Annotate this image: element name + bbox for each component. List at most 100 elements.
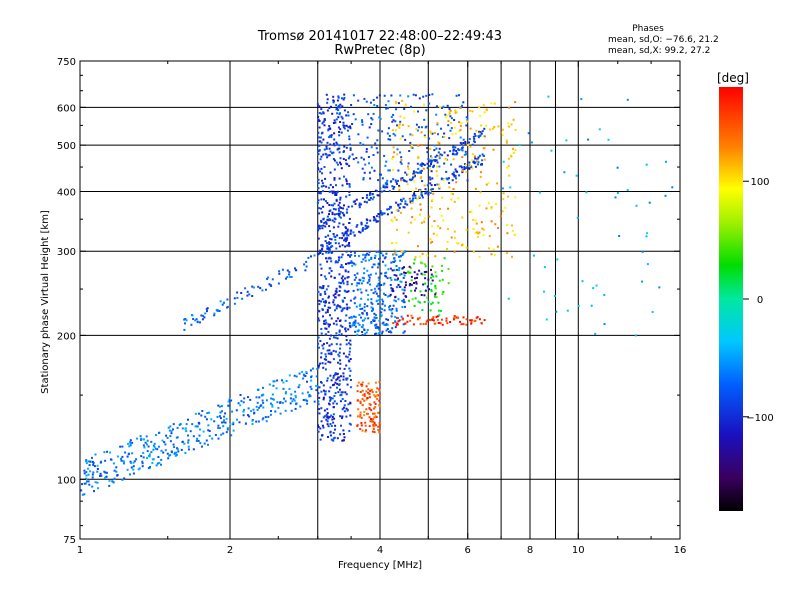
- data-point: [398, 255, 400, 258]
- data-point: [399, 161, 402, 164]
- data-point: [414, 197, 417, 200]
- data-point: [339, 161, 341, 164]
- data-point: [388, 306, 390, 309]
- data-point: [413, 110, 416, 113]
- data-point: [269, 413, 272, 416]
- data-point: [362, 143, 365, 146]
- data-point: [386, 186, 389, 189]
- data-point: [391, 242, 393, 245]
- data-point: [337, 256, 340, 259]
- data-point: [372, 154, 375, 156]
- data-point: [333, 383, 336, 386]
- data-point: [348, 374, 351, 377]
- data-point: [336, 213, 338, 215]
- data-point: [169, 425, 172, 428]
- data-point: [199, 442, 202, 445]
- data-point: [370, 166, 373, 169]
- data-point: [410, 283, 413, 286]
- data-point: [279, 412, 282, 415]
- data-point: [363, 393, 366, 396]
- data-point: [429, 178, 432, 181]
- data-point: [361, 319, 364, 322]
- data-point: [576, 216, 579, 219]
- data-point: [338, 305, 341, 308]
- data-point: [335, 118, 338, 121]
- data-point: [418, 213, 421, 216]
- data-point: [507, 195, 510, 198]
- data-point: [320, 198, 323, 201]
- data-point: [317, 227, 320, 230]
- data-point: [323, 148, 326, 151]
- data-point: [337, 361, 339, 364]
- data-point: [333, 417, 336, 420]
- data-point: [388, 134, 391, 137]
- data-point: [329, 314, 331, 317]
- data-point: [490, 220, 493, 223]
- data-point: [343, 145, 346, 148]
- data-point: [338, 134, 341, 137]
- data-point: [386, 328, 389, 330]
- data-point: [395, 108, 398, 111]
- data-point: [417, 167, 420, 170]
- data-point: [427, 300, 430, 303]
- data-point: [327, 251, 330, 254]
- data-point: [326, 141, 329, 144]
- data-point: [439, 106, 442, 109]
- data-point: [442, 105, 445, 108]
- data-point: [478, 132, 481, 135]
- data-point: [356, 288, 359, 291]
- data-point: [360, 261, 363, 263]
- data-point: [306, 399, 309, 402]
- data-point: [465, 246, 468, 249]
- data-point: [383, 94, 386, 97]
- data-point: [270, 402, 272, 405]
- data-point: [170, 450, 173, 453]
- data-point: [645, 163, 648, 166]
- data-point: [204, 312, 207, 315]
- data-point: [403, 274, 406, 277]
- data-point: [413, 305, 416, 307]
- data-point: [434, 295, 436, 298]
- data-point: [366, 412, 368, 415]
- data-point: [323, 320, 326, 323]
- data-point: [318, 346, 320, 349]
- data-point: [366, 397, 369, 399]
- data-point: [420, 193, 423, 196]
- data-point: [603, 323, 606, 326]
- data-point: [420, 131, 423, 134]
- data-point: [494, 223, 497, 226]
- data-point: [362, 227, 364, 229]
- data-point: [348, 155, 351, 158]
- data-point: [112, 481, 115, 484]
- data-point: [338, 177, 341, 180]
- data-point: [204, 415, 207, 418]
- data-point: [398, 269, 400, 272]
- data-point: [381, 308, 384, 311]
- data-point: [370, 298, 373, 301]
- data-point: [334, 193, 337, 196]
- data-point: [378, 332, 381, 335]
- data-point: [399, 115, 402, 118]
- data-point: [373, 257, 376, 259]
- data-point: [322, 190, 325, 193]
- data-point: [92, 471, 95, 474]
- data-point: [360, 383, 363, 386]
- data-point: [129, 439, 132, 442]
- data-point: [407, 173, 410, 176]
- data-point: [318, 105, 321, 108]
- data-point: [325, 251, 328, 254]
- data-point: [332, 349, 335, 352]
- data-point: [401, 288, 404, 291]
- data-point: [344, 245, 347, 248]
- data-point: [388, 169, 391, 172]
- data-point: [329, 423, 332, 425]
- data-point: [410, 279, 413, 282]
- data-point: [407, 162, 410, 165]
- data-point: [346, 228, 349, 231]
- data-point: [397, 320, 400, 323]
- data-point: [368, 194, 371, 197]
- data-point: [337, 353, 340, 356]
- data-point: [195, 439, 198, 442]
- data-point: [371, 309, 374, 312]
- data-point: [313, 400, 316, 403]
